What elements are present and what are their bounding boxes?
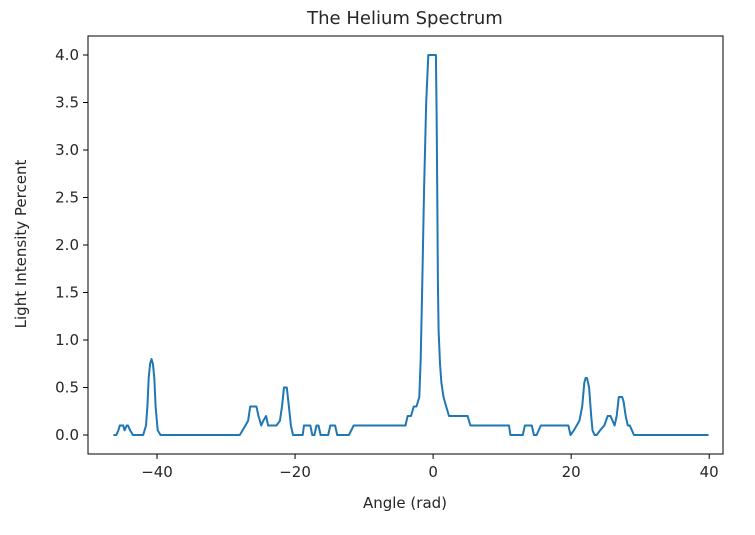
- x-tick-label: −40: [141, 463, 173, 481]
- x-tick-label: 40: [700, 463, 719, 481]
- x-axis-label: Angle (rad): [363, 494, 447, 512]
- plot-area: [87, 35, 724, 455]
- y-tick-label: 0.0: [55, 426, 79, 444]
- y-tick-label: 1.5: [55, 284, 79, 302]
- y-axis-label: Light Intensity Percent: [12, 160, 30, 329]
- y-tick-label: 3.0: [55, 141, 79, 159]
- chart-title: The Helium Spectrum: [306, 8, 503, 29]
- axes-frame: [87, 35, 724, 455]
- y-tick-label: 1.0: [55, 331, 79, 349]
- x-tick-label: 20: [562, 463, 581, 481]
- y-tick-label: 2.5: [55, 189, 79, 207]
- y-axis: 0.0 0.5 1.0 1.5 2.0 2.5 3.0 3.5 4.0: [55, 46, 88, 444]
- y-tick-label: 4.0: [55, 46, 79, 64]
- y-tick-label: 2.0: [55, 236, 79, 254]
- y-tick-label: 3.5: [55, 94, 79, 112]
- series-line-0: [113, 54, 709, 436]
- x-tick-label: 0: [428, 463, 438, 481]
- x-axis: −40 −20 0 20 40: [141, 454, 719, 481]
- x-tick-label: −20: [279, 463, 311, 481]
- y-tick-label: 0.5: [55, 379, 79, 397]
